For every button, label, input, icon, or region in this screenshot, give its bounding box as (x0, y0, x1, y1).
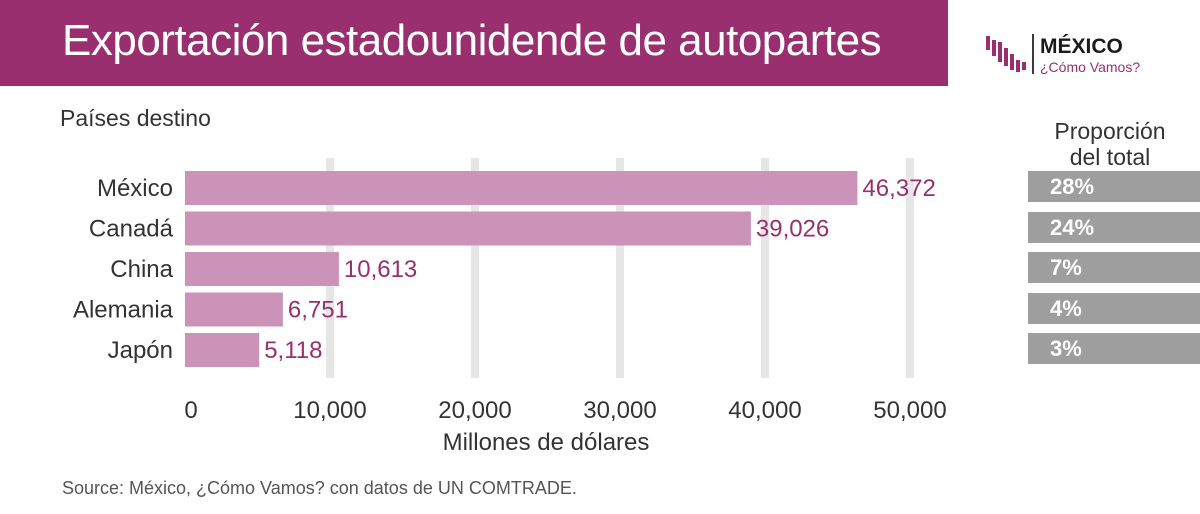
grid-line (906, 158, 914, 378)
value-label: 5,118 (264, 337, 322, 364)
value-label: 39,026 (756, 216, 829, 243)
category-labels: México Canadá China Alemania Japón (73, 175, 174, 364)
category-label: Canadá (89, 216, 174, 243)
category-label: China (110, 256, 173, 283)
proportion-header-line1: Proporción (1054, 118, 1166, 144)
grid-line (616, 158, 624, 378)
source-note: Source: México, ¿Cómo Vamos? con datos d… (62, 478, 577, 498)
x-tick-label: 10,000 (293, 397, 366, 424)
grid-line (471, 158, 479, 378)
x-tick-label: 20,000 (438, 397, 511, 424)
bar-pattern-icon (986, 36, 1026, 72)
chart-subtitle: Países destino (60, 105, 211, 131)
logo: MÉXICO ¿Cómo Vamos? (986, 32, 1176, 78)
title-banner: Exportación estadounidende de autopartes (0, 0, 948, 86)
category-label: México (97, 175, 173, 202)
bar (185, 252, 339, 286)
category-label: Japón (108, 337, 173, 364)
bar (185, 333, 260, 367)
proportion-value: 28% (1028, 171, 1200, 202)
proportion-header: Proporción del total (1028, 118, 1192, 170)
logo-sub-text: ¿Cómo Vamos? (1040, 59, 1141, 75)
logo-main-text: MÉXICO (1040, 35, 1123, 58)
x-tick-labels: 0 10,000 20,000 30,000 40,000 50,000 (184, 397, 946, 424)
x-axis-title: Millones de dólares (443, 429, 650, 456)
proportion-value: 3% (1028, 333, 1200, 364)
bar (185, 211, 751, 246)
x-tick-label: 50,000 (873, 397, 946, 424)
logo-divider (1032, 34, 1034, 74)
proportion-value: 24% (1028, 211, 1200, 243)
chart-title: Exportación estadounidende de autopartes (62, 16, 882, 65)
bars (185, 171, 858, 367)
proportion-header-line2: del total (1069, 144, 1151, 170)
value-label: 6,751 (288, 297, 348, 324)
x-tick-label: 0 (184, 397, 197, 424)
bar (185, 292, 283, 327)
bar-chart: México Canadá China Alemania Japón 46,372 39,… (73, 158, 947, 456)
value-label: 10,613 (344, 256, 417, 283)
grid-line (761, 158, 769, 378)
value-label: 46,372 (862, 175, 935, 202)
x-tick-label: 40,000 (728, 397, 801, 424)
bar (185, 171, 858, 205)
value-labels: 46,372 39,026 10,613 6,751 5,118 (264, 175, 936, 364)
category-label: Alemania (73, 297, 174, 324)
proportion-value: 7% (1028, 252, 1200, 283)
x-tick-label: 30,000 (583, 397, 656, 424)
proportion-value: 4% (1028, 292, 1200, 324)
